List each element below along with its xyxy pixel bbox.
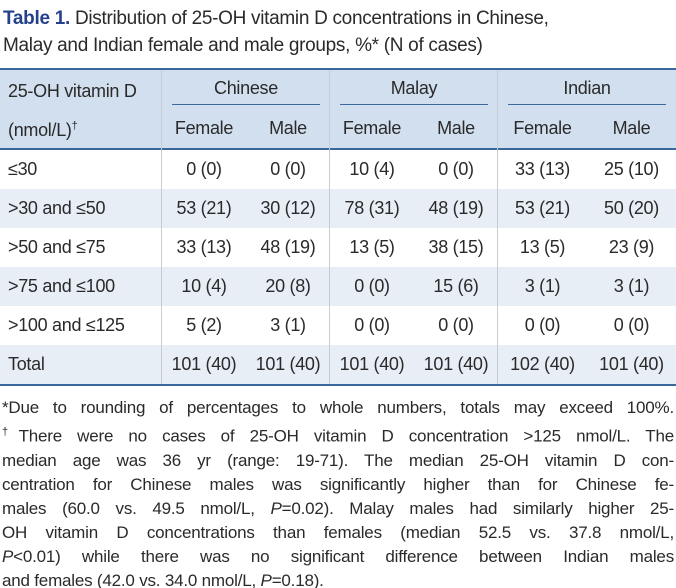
- cell-value: 101 (40): [255, 354, 321, 374]
- cell-value: 53 (21): [176, 198, 232, 218]
- footnote-line: *Due to rounding of percentages to whole…: [2, 398, 674, 417]
- cell-value: 48 (19): [260, 237, 316, 257]
- table-row: >30 and ≤50 53 (21) 30 (12) 78 (31) 48 (…: [0, 189, 676, 228]
- row-label: Total: [8, 354, 45, 374]
- stub-header: 25-OH vitamin D (nmol/L)†: [8, 74, 137, 148]
- cell-value: 0 (0): [438, 315, 474, 335]
- cell-value: 0 (0): [354, 315, 390, 335]
- table-title-line1: Table 1. Distribution of 25-OH vitamin D…: [3, 5, 675, 32]
- cell-value: 10 (4): [181, 276, 227, 296]
- cell-value: 13 (5): [519, 237, 566, 257]
- cell-value: 13 (5): [349, 237, 395, 257]
- table-row-total: Total 101 (40) 101 (40) 101 (40) 101 (40…: [0, 345, 676, 384]
- table-row: >75 and ≤100 10 (4) 20 (8) 0 (0) 15 (6) …: [0, 267, 676, 306]
- cell-value: 0 (0): [438, 159, 474, 179]
- cell-value: 102 (40): [510, 354, 575, 374]
- table-title: Table 1. Distribution of 25-OH vitamin D…: [3, 5, 675, 59]
- cell-value: 101 (40): [599, 354, 664, 374]
- cell-value: 0 (0): [613, 315, 650, 335]
- cell-value: 101 (40): [423, 354, 489, 374]
- row-label: ≤30: [8, 159, 38, 179]
- cell-value: 20 (8): [265, 276, 311, 296]
- cell-value: 53 (21): [515, 198, 570, 218]
- table-title-text2: Malay and Indian female and male groups,…: [3, 35, 483, 56]
- table-body: ≤30 0 (0) 0 (0) 10 (4) 0 (0) 33 (13) 25 …: [0, 150, 676, 384]
- subheader-malay-female: Female: [342, 117, 402, 138]
- cell-value: 78 (31): [344, 198, 400, 218]
- stub-header-line1: 25-OH vitamin D: [8, 81, 137, 101]
- cell-value: 48 (19): [428, 198, 484, 218]
- cell-value: 50 (20): [604, 198, 659, 218]
- cell-value: 0 (0): [524, 315, 561, 335]
- cell-value: 3 (1): [270, 315, 306, 335]
- spanner-rule-malay: [340, 104, 488, 105]
- table-title-line2: Malay and Indian female and male groups,…: [3, 32, 675, 59]
- cell-value: 23 (9): [608, 237, 655, 257]
- footnote-line: †There were no cases of 25-OH vitamin D …: [2, 426, 674, 446]
- table-bottom-rule: [0, 384, 676, 386]
- row-label: >30 and ≤50: [8, 198, 106, 218]
- cell-value: 33 (13): [176, 237, 232, 257]
- table-header: 25-OH vitamin D (nmol/L)† Chinese Malay …: [0, 70, 676, 148]
- table-footnote: *Due to rounding of percentages to whole…: [2, 396, 674, 588]
- subheader-chinese-male: Male: [269, 117, 307, 138]
- spanner-rule-chinese: [172, 104, 320, 105]
- subheader-indian-female: Female: [513, 117, 572, 138]
- cell-value: 101 (40): [339, 354, 405, 374]
- cell-value: 15 (6): [433, 276, 479, 296]
- row-label: >100 and ≤125: [8, 315, 125, 335]
- dagger-symbol: †: [2, 426, 19, 438]
- cell-value: 0 (0): [354, 276, 390, 296]
- cell-value: 5 (2): [186, 315, 222, 335]
- table-row: >100 and ≤125 5 (2) 3 (1) 0 (0) 0 (0) 0 …: [0, 306, 676, 345]
- cell-value: 25 (10): [604, 159, 659, 179]
- data-table: 25-OH vitamin D (nmol/L)† Chinese Malay …: [0, 68, 676, 386]
- table-row: ≤30 0 (0) 0 (0) 10 (4) 0 (0) 33 (13) 25 …: [0, 150, 676, 189]
- subheader-row: Female Male Female Male Female Male: [0, 110, 676, 146]
- footnote-line: OH vitamin D concentrations than females…: [2, 522, 674, 542]
- cell-value: 38 (15): [428, 237, 484, 257]
- cell-value: 33 (13): [515, 159, 570, 179]
- table-top-rule: [0, 68, 676, 70]
- row-label: >75 and ≤100: [8, 276, 115, 296]
- cell-value: 10 (4): [349, 159, 395, 179]
- subheader-malay-male: Male: [437, 117, 475, 138]
- header-bottom-rule: [0, 148, 676, 150]
- p-value-symbol: P: [270, 498, 282, 518]
- cell-value: 0 (0): [270, 159, 306, 179]
- cell-value: 30 (12): [260, 198, 316, 218]
- footnote-line: males (60.0 vs. 49.5 nmol/L, P=0.02). Ma…: [2, 498, 674, 518]
- dagger-symbol: †: [71, 120, 78, 132]
- footnote-line: centration for Chinese males was signifi…: [2, 474, 674, 494]
- cell-value: 3 (1): [524, 276, 561, 296]
- cell-value: 101 (40): [171, 354, 237, 374]
- group-header-malay: Malay: [390, 78, 438, 98]
- footnote-line: P<0.01) while there was no significant d…: [2, 546, 674, 566]
- table-row: >50 and ≤75 33 (13) 48 (19) 13 (5) 38 (1…: [0, 228, 676, 267]
- subheader-chinese-female: Female: [174, 117, 234, 138]
- footnote-line: median age was 36 yr (range: 19-71). The…: [2, 450, 674, 470]
- row-label: >50 and ≤75: [8, 237, 106, 257]
- group-header-chinese: Chinese: [214, 78, 278, 98]
- p-value-symbol: P: [2, 546, 14, 566]
- column-divider: [161, 70, 162, 384]
- group-header-indian: Indian: [563, 78, 611, 98]
- p-value-symbol: P: [260, 570, 272, 588]
- spanner-rule-indian: [508, 104, 666, 105]
- subheader-indian-male: Male: [612, 117, 651, 138]
- cell-value: 0 (0): [186, 159, 222, 179]
- stub-header-line2: (nmol/L)†: [8, 120, 78, 140]
- table-title-text1: Distribution of 25-OH vitamin D concentr…: [74, 8, 549, 29]
- footnote-line: and females (42.0 vs. 34.0 nmol/L, P=0.1…: [2, 570, 324, 588]
- column-divider: [497, 70, 498, 384]
- column-divider: [329, 70, 330, 384]
- cell-value: 3 (1): [613, 276, 650, 296]
- table-number-label: Table 1.: [3, 8, 70, 29]
